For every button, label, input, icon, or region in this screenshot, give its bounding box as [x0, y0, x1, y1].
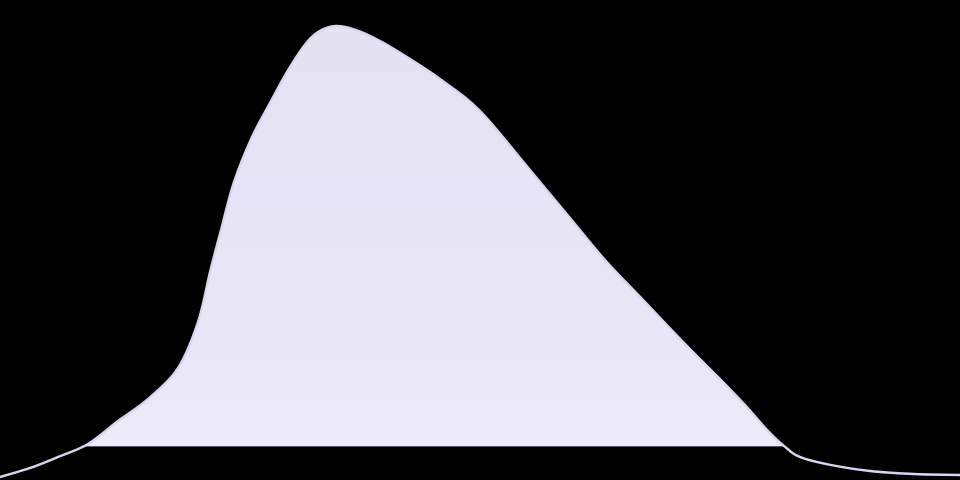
area-fill — [0, 25, 960, 446]
curve-line — [0, 24, 960, 479]
